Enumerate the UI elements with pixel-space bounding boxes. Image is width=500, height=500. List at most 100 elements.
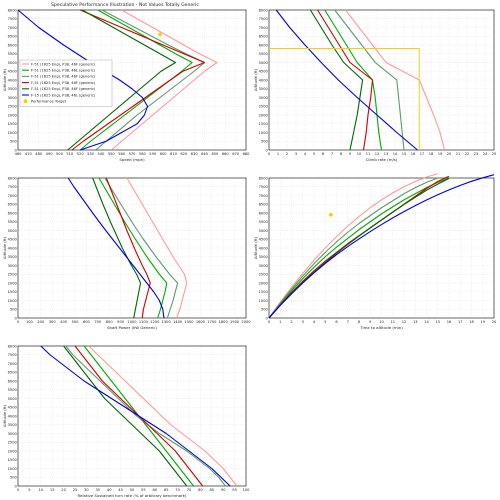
x-tick-label: 7: [331, 152, 333, 156]
x-tick-label: 560: [118, 152, 126, 156]
performance-target-point: [328, 212, 333, 217]
series-line: [67, 9, 177, 151]
y-tick-label: 1000: [8, 299, 18, 303]
x-tick-label: 10: [357, 152, 362, 156]
x-tick-label: 490: [46, 152, 54, 156]
x-tick-label: 530: [87, 152, 95, 156]
series-line: [67, 177, 165, 319]
chart-title: Speculative Performance Illustration - N…: [51, 3, 199, 8]
y-tick-label: 5500: [8, 52, 18, 56]
x-tick-label: 14: [424, 320, 429, 324]
y-tick-label: 5500: [259, 220, 269, 224]
x-tick-label: 12: [402, 320, 407, 324]
x-tick-label: 15: [50, 488, 55, 492]
x-tick-label: 25: [492, 152, 497, 156]
y-tick-label: 2000: [259, 281, 269, 285]
series-line: [98, 177, 168, 319]
x-tick-label: 7: [347, 320, 349, 324]
series-line: [65, 345, 226, 487]
y-tick-label: 5000: [259, 229, 269, 233]
y-tick-label: 1500: [8, 290, 18, 294]
x-tick-label: 1: [279, 320, 281, 324]
series-line: [63, 345, 188, 487]
x-tick-label: 640: [201, 152, 209, 156]
x-tick-label: 2000: [241, 320, 251, 324]
y-tick-label: 1000: [259, 131, 269, 135]
y-tick-label: 0: [15, 316, 18, 320]
y-tick-label: 6500: [8, 35, 18, 39]
y-tick-label: 8000: [259, 8, 269, 12]
series-line: [268, 173, 438, 319]
x-tick-label: 3: [295, 152, 297, 156]
x-tick-label: 21: [456, 152, 461, 156]
series-line: [71, 9, 206, 151]
x-tick-label: 580: [139, 152, 147, 156]
y-tick-label: 2000: [8, 281, 18, 285]
x-tick-label: 680: [243, 152, 251, 156]
x-tick-label: 65: [164, 488, 169, 492]
y-tick-label: 4000: [8, 414, 18, 418]
x-tick-label: 22: [465, 152, 470, 156]
x-tick-label: 19: [438, 152, 443, 156]
x-tick-label: 5: [28, 488, 30, 492]
y-tick-label: 4500: [8, 70, 18, 74]
y-tick-label: 2000: [259, 113, 269, 117]
x-tick-label: 6: [335, 320, 338, 324]
x-tick-label: 20: [61, 488, 66, 492]
y-tick-label: 5500: [8, 388, 18, 392]
x-tick-label: 14: [393, 152, 398, 156]
x-tick-label: 620: [180, 152, 188, 156]
x-tick-label: 20: [447, 152, 452, 156]
x-tick-label: 1500: [184, 320, 194, 324]
y-tick-label: 3000: [259, 96, 269, 100]
chart-4: 0 1 2 3 4 5 6 7 8 9 10 11 12 13 14 15 16 17 18 19 2005001000…: [253, 173, 497, 330]
legend-entry: F-51 (1625 Eng), P38, 46L (generic): [31, 69, 96, 73]
x-tick-label: 50: [130, 488, 135, 492]
x-tick-label: 800: [106, 320, 114, 324]
x-tick-label: 60: [153, 488, 158, 492]
x-tick-label: 11: [366, 152, 371, 156]
x-tick-label: 75: [187, 488, 192, 492]
y-tick-label: 2500: [259, 105, 269, 109]
x-tick-label: 1000: [127, 320, 137, 324]
chart-5: 0 5 10 15 20 25 30 35 40 45 50 55 60 65 70 75 80 85 90 95 10…: [2, 344, 250, 498]
x-tick-label: 13: [384, 152, 389, 156]
y-tick-label: 7500: [8, 185, 18, 189]
plot-frame: [17, 345, 247, 487]
x-tick-label: 6: [322, 152, 325, 156]
x-tick-label: 85: [210, 488, 215, 492]
y-axis-label: Altitude (ft): [253, 236, 258, 259]
x-tick-label: 17: [458, 320, 463, 324]
x-tick-label: 5: [313, 152, 315, 156]
y-tick-label: 2500: [259, 273, 269, 277]
chart-2: 0 1 2 3 4 5 6 7 8 9 10 11 12 13 14 15 16 17 18 19 20 21 22 23 24…: [253, 8, 496, 162]
x-tick-label: 3: [302, 320, 304, 324]
x-tick-label: 460: [15, 152, 23, 156]
x-tick-label: 0: [17, 488, 20, 492]
y-tick-label: 3500: [259, 255, 269, 259]
y-tick-label: 8000: [8, 344, 18, 348]
y-tick-label: 3500: [8, 255, 18, 259]
y-tick-label: 500: [10, 140, 18, 144]
y-tick-label: 7000: [8, 26, 18, 30]
y-tick-label: 0: [15, 148, 18, 152]
x-tick-label: 17: [420, 152, 425, 156]
series-line: [309, 9, 364, 151]
y-tick-label: 5500: [8, 220, 18, 224]
x-tick-label: 35: [96, 488, 101, 492]
x-tick-label: 4: [313, 320, 316, 324]
chart-3: 0 100 200 300 400 500 600 700 800 900 1000 1100 1200…: [2, 176, 251, 330]
x-tick-label: 1400: [173, 320, 183, 324]
y-tick-label: 3000: [259, 264, 269, 268]
y-tick-label: 8000: [259, 176, 269, 180]
series-line: [126, 177, 188, 319]
series-line: [104, 177, 179, 319]
x-tick-label: 1300: [162, 320, 172, 324]
x-tick-label: 9: [369, 320, 372, 324]
y-tick-label: 7500: [259, 185, 269, 189]
series-line: [92, 177, 142, 319]
y-tick-label: 3000: [8, 432, 18, 436]
y-tick-label: 6500: [8, 203, 18, 207]
series-line: [268, 177, 438, 319]
x-tick-label: 100: [243, 488, 251, 492]
